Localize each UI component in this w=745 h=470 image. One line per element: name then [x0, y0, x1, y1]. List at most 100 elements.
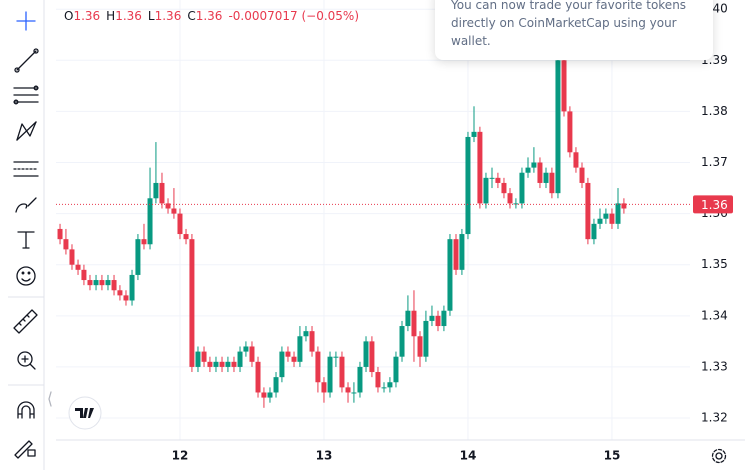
candle-body: [471, 131, 477, 137]
candle-body: [405, 310, 411, 327]
ohlc-key: L: [148, 9, 155, 23]
tooltip-line: You can now trade your favorite tokens: [451, 0, 687, 12]
x-tick-label: 15: [604, 449, 621, 463]
candle-body: [603, 213, 609, 219]
candle-body: [381, 387, 387, 389]
candle-body: [171, 208, 177, 214]
ohlc-key: H: [106, 9, 115, 23]
candle-body: [609, 213, 615, 224]
brush-tool[interactable]: [15, 197, 37, 213]
crosshair-tool[interactable]: [16, 11, 36, 31]
tooltip: You can now trade your favorite tokens di…: [435, 0, 713, 60]
candle-body: [537, 162, 543, 183]
candle-body: [63, 239, 69, 250]
candle-body: [297, 336, 303, 362]
candle-body: [201, 351, 207, 362]
toolbar: [8, 0, 52, 470]
candle-body: [519, 172, 525, 204]
tv-logo[interactable]: [68, 396, 102, 430]
tooltip-line: directly on CoinMarketCap using your: [451, 16, 677, 30]
candle-body: [105, 280, 111, 286]
candle-body: [573, 152, 579, 168]
candle-body: [351, 392, 357, 394]
candle-body: [195, 351, 201, 367]
candle-body: [57, 228, 63, 240]
candle-body: [165, 203, 171, 209]
last-price-badge: [693, 195, 733, 214]
x-tick-label: 13: [316, 449, 333, 463]
candle-body: [555, 60, 561, 194]
candle-body: [213, 361, 219, 367]
candle-body: [525, 167, 531, 173]
candle-body: [591, 223, 597, 240]
candle-body: [363, 341, 369, 367]
ohlc-key: C: [187, 9, 195, 23]
candle-body: [501, 182, 507, 194]
candle-body: [255, 361, 261, 393]
candle-body: [99, 280, 105, 286]
candle-body: [447, 239, 453, 311]
candle-body: [117, 290, 123, 296]
candle-body: [543, 172, 549, 183]
candle-body: [75, 264, 81, 270]
text-tool[interactable]: [17, 231, 35, 249]
lock-tool[interactable]: [14, 440, 36, 459]
trend-line-tool[interactable]: [14, 48, 39, 73]
candle-body: [375, 372, 381, 388]
candle-body: [531, 162, 537, 168]
candle-body: [93, 280, 99, 286]
last-price-label: 1.36: [701, 198, 728, 212]
y-tick-label: 1.34: [701, 308, 728, 322]
candle-body: [141, 239, 147, 245]
candle-body: [495, 177, 501, 183]
tooltip-line: wallet.: [451, 34, 491, 48]
candle-body: [507, 193, 513, 204]
candle-body: [483, 177, 489, 204]
emoji-tool[interactable]: [16, 266, 36, 286]
candle-body: [279, 351, 285, 378]
fib-tool[interactable]: [13, 85, 39, 105]
candle-body: [285, 351, 291, 357]
candle-body: [273, 377, 279, 393]
candle-body: [291, 356, 297, 362]
forecast-tool[interactable]: [13, 161, 39, 177]
y-tick-label: 1.33: [701, 359, 728, 373]
zoom-tool[interactable]: [17, 351, 36, 370]
candle-body: [309, 331, 315, 352]
candle-body: [261, 392, 267, 398]
candle-body: [393, 356, 399, 383]
y-tick-label: 1.35: [701, 257, 728, 271]
candle-body: [423, 320, 429, 357]
candle-body: [135, 239, 141, 275]
candle-body: [453, 239, 459, 270]
plot-area: [56, 0, 690, 440]
candle-body: [87, 280, 93, 286]
candle-body: [399, 326, 405, 357]
candle-body: [333, 356, 339, 358]
candle-body: [159, 182, 165, 204]
collapse-toolbar[interactable]: [48, 391, 52, 407]
x-tick-label: 14: [460, 449, 477, 463]
ohlc-value: 1.36: [155, 9, 182, 23]
candle-body: [417, 336, 423, 357]
candle-body: [411, 310, 417, 337]
candle-body: [321, 382, 327, 393]
candle-body: [219, 361, 225, 367]
candle-body: [369, 341, 375, 373]
candle-body: [267, 392, 273, 398]
ohlc-legend: O1.36 H1.36 L1.36 C1.36 -0.0007017 (−0.05%): [64, 9, 359, 23]
magnet-tool[interactable]: [17, 401, 35, 419]
candle-body: [243, 346, 249, 352]
settings-button[interactable]: [711, 448, 727, 464]
candle-body: [327, 356, 333, 393]
pattern-tool[interactable]: [16, 121, 37, 141]
change-text: -0.0007017 (−0.05%): [228, 9, 359, 23]
candle-body: [513, 203, 519, 205]
candle-body: [435, 315, 441, 327]
candle-body: [231, 361, 237, 367]
candle-body: [621, 203, 627, 209]
candle-body: [339, 356, 345, 388]
x-tick-label: 12: [172, 449, 189, 463]
ruler-tool[interactable]: [13, 309, 38, 334]
